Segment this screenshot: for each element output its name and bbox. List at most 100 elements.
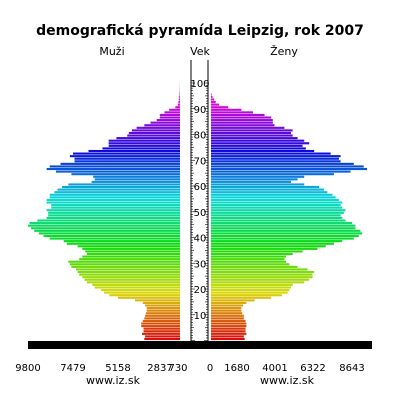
women-bar-age-61 bbox=[210, 181, 291, 183]
men-bar-age-73 bbox=[88, 150, 180, 152]
women-bar-age-90 bbox=[210, 106, 228, 108]
women-bar-age-4 bbox=[210, 328, 246, 330]
women-bar-age-67 bbox=[210, 165, 364, 167]
men-bar-age-68 bbox=[61, 163, 180, 165]
women-bar-age-38 bbox=[210, 240, 342, 242]
women-bar-age-87 bbox=[210, 114, 265, 116]
baseline-bar bbox=[28, 341, 372, 349]
men-bar-age-8 bbox=[144, 317, 180, 319]
men-bar-age-19 bbox=[101, 289, 180, 291]
men-bar-age-63 bbox=[93, 176, 180, 178]
men-bar-age-83 bbox=[144, 124, 180, 126]
women-bar-age-37 bbox=[210, 243, 334, 245]
men-bar-age-95 bbox=[179, 93, 180, 95]
men-bar-age-28 bbox=[71, 266, 180, 268]
women-bar-age-25 bbox=[210, 274, 312, 276]
women-bar-age-55 bbox=[210, 196, 336, 198]
men-bar-age-42 bbox=[34, 230, 180, 232]
women-bar-age-79 bbox=[210, 135, 293, 137]
women-bar-age-29 bbox=[210, 263, 289, 265]
men-bar-age-58 bbox=[57, 189, 180, 191]
women-header: Ženy bbox=[270, 45, 298, 58]
age-tick-label: 30 bbox=[194, 259, 207, 270]
women-bar-age-86 bbox=[210, 116, 271, 118]
men-bar-age-72 bbox=[73, 153, 180, 155]
women-bar-age-12 bbox=[210, 307, 241, 309]
age-tick-label: 20 bbox=[194, 285, 207, 296]
women-bar-age-68 bbox=[210, 163, 354, 165]
chart-title: demografická pyramída Leipzig, rok 2007 bbox=[36, 23, 364, 39]
women-bar-age-2 bbox=[210, 333, 246, 335]
women-bar-age-45 bbox=[210, 222, 352, 224]
women-bar-age-78 bbox=[210, 137, 298, 139]
men-bar-age-51 bbox=[51, 207, 180, 209]
men-bar-age-9 bbox=[145, 315, 180, 317]
men-bar-age-65 bbox=[56, 171, 180, 173]
men-bar-age-89 bbox=[169, 109, 180, 111]
men-bar-age-62 bbox=[95, 178, 180, 180]
age-tick-label: 60 bbox=[194, 182, 207, 193]
men-bar-age-14 bbox=[143, 302, 180, 304]
women-bar-age-53 bbox=[210, 201, 342, 203]
women-value-tick-label: 6322 bbox=[300, 363, 325, 374]
men-bar-age-15 bbox=[135, 299, 180, 301]
women-bar-age-20 bbox=[210, 286, 291, 288]
men-bar-age-90 bbox=[175, 106, 180, 108]
women-bar-age-85 bbox=[210, 119, 273, 121]
men-bar-age-61 bbox=[92, 181, 180, 183]
women-bar-age-7 bbox=[210, 320, 246, 322]
men-bar-age-70 bbox=[75, 158, 180, 160]
women-bar-age-17 bbox=[210, 294, 282, 296]
age-tick-label: 10 bbox=[194, 311, 207, 322]
men-bar-age-32 bbox=[82, 256, 180, 258]
women-bar-age-32 bbox=[210, 256, 286, 258]
men-bar-age-36 bbox=[78, 245, 180, 247]
women-bar-age-60 bbox=[210, 183, 304, 185]
women-bar-age-80 bbox=[210, 132, 291, 134]
men-bar-age-35 bbox=[82, 248, 180, 250]
women-bar-age-74 bbox=[210, 147, 306, 149]
women-bar-age-75 bbox=[210, 145, 303, 147]
men-bar-age-43 bbox=[31, 227, 180, 229]
men-bar-age-11 bbox=[147, 310, 180, 312]
men-bar-age-5 bbox=[141, 325, 180, 327]
women-bar-age-9 bbox=[210, 315, 244, 317]
men-bar-age-91 bbox=[178, 104, 180, 106]
women-bar-age-83 bbox=[210, 124, 274, 126]
women-bar-age-58 bbox=[210, 189, 324, 191]
men-bar-age-34 bbox=[85, 250, 180, 252]
men-bar-age-76 bbox=[109, 142, 180, 144]
men-bar-age-41 bbox=[39, 232, 180, 234]
women-bar-age-84 bbox=[210, 122, 273, 124]
men-bar-age-87 bbox=[160, 114, 180, 116]
age-header: Vek bbox=[190, 45, 210, 58]
women-bar-age-77 bbox=[210, 140, 304, 142]
women-bar-age-82 bbox=[210, 127, 284, 129]
men-bar-age-29 bbox=[70, 263, 180, 265]
women-value-tick-label: 1680 bbox=[224, 363, 249, 374]
men-bar-age-84 bbox=[151, 122, 180, 124]
women-bar-age-49 bbox=[210, 212, 344, 214]
men-bar-age-30 bbox=[68, 261, 180, 263]
men-bar-age-22 bbox=[87, 281, 180, 283]
men-bar-age-49 bbox=[48, 212, 180, 214]
women-value-tick-label: 4001 bbox=[262, 363, 287, 374]
men-bar-age-40 bbox=[44, 235, 180, 237]
men-bar-age-7 bbox=[143, 320, 180, 322]
men-value-tick-label: 7479 bbox=[60, 363, 85, 374]
women-bar-age-8 bbox=[210, 317, 244, 319]
women-bar-age-21 bbox=[210, 284, 293, 286]
age-tick-label: 90 bbox=[194, 105, 207, 116]
women-bar-age-1 bbox=[210, 335, 244, 337]
men-bar-age-13 bbox=[145, 304, 180, 306]
women-bar-age-15 bbox=[210, 299, 255, 301]
men-bar-age-53 bbox=[47, 201, 180, 203]
women-bar-age-24 bbox=[210, 276, 312, 278]
age-tick-label: 80 bbox=[194, 131, 207, 142]
women-bar-age-22 bbox=[210, 281, 304, 283]
men-bar-age-55 bbox=[50, 196, 180, 198]
age-tick-label: 50 bbox=[194, 208, 207, 219]
